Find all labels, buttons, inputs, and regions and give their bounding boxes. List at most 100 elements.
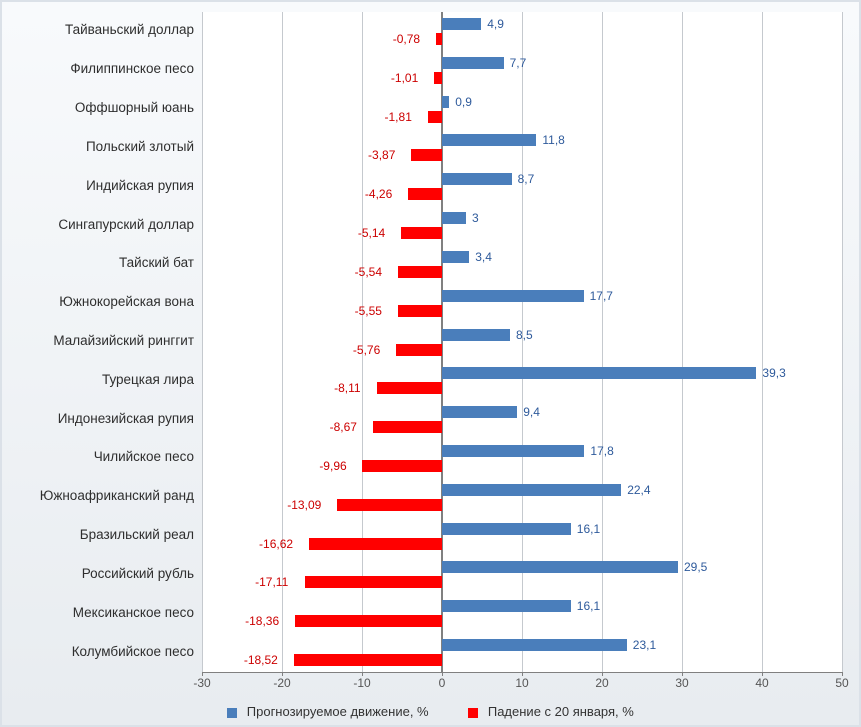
drop-value: -18,52 [244,653,278,667]
forecast-value: 3,4 [475,250,492,264]
drop-value: -18,36 [245,614,279,628]
forecast-value: 29,5 [684,560,707,574]
x-tick-label: 20 [595,676,608,690]
forecast-value: 22,4 [627,483,650,497]
category-label: Малайзийский ринггит [4,333,194,348]
forecast-value: 8,7 [518,172,535,186]
drop-value: -17,11 [255,575,288,589]
drop-bar [309,538,442,550]
drop-value: -0,78 [393,32,420,46]
drop-bar [411,149,442,161]
forecast-value: 8,5 [516,328,533,342]
drop-value: -5,55 [355,304,382,318]
x-tick-label: 30 [675,676,688,690]
forecast-bar [442,290,584,302]
category-label: Индийская рупия [4,178,194,193]
drop-bar [294,654,442,666]
drop-value: -1,01 [391,71,418,85]
drop-bar [436,33,442,45]
forecast-value: 23,1 [633,638,656,652]
drop-value: -1,81 [385,110,412,124]
forecast-bar [442,639,627,651]
category-label: Бразильский реал [4,527,194,542]
drop-bar [401,227,442,239]
forecast-bar [442,251,469,263]
drop-bar [396,344,442,356]
gridline [282,12,283,672]
forecast-bar [442,212,466,224]
forecast-bar [442,445,584,457]
category-label: Филиппинское песо [4,61,194,76]
drop-bar [373,421,442,433]
forecast-bar [442,406,517,418]
category-label: Российский рубль [4,566,194,581]
category-label: Польский злотый [4,139,194,154]
category-label: Южноафриканский ранд [4,488,194,503]
drop-value: -13,09 [287,498,321,512]
forecast-bar [442,523,571,535]
category-label: Колумбийское песо [4,644,194,659]
forecast-bar [442,173,512,185]
forecast-bar [442,561,678,573]
x-tick-label: 50 [835,676,848,690]
drop-value: -16,62 [259,537,293,551]
x-tick-label: 0 [439,676,446,690]
drop-value: -8,67 [330,420,357,434]
forecast-bar [442,367,756,379]
forecast-bar [442,18,481,30]
legend-label-forecast: Прогнозируемое движение, % [247,704,429,719]
drop-bar [305,576,442,588]
forecast-bar [442,329,510,341]
drop-bar [362,460,442,472]
x-tick-label: -30 [193,676,210,690]
category-label: Тайваньский доллар [4,22,194,37]
drop-value: -4,26 [365,187,392,201]
drop-bar [377,382,442,394]
drop-bar [434,72,442,84]
forecast-value: 16,1 [577,522,600,536]
forecast-bar [442,96,449,108]
drop-value: -5,54 [355,265,382,279]
forecast-bar [442,484,621,496]
legend-item-forecast: Прогнозируемое движение, % [227,704,428,719]
forecast-value: 9,4 [523,405,540,419]
category-label: Сингапурский доллар [4,217,194,232]
category-label: Оффшорный юань [4,100,194,115]
forecast-value: 0,9 [455,95,472,109]
category-label: Тайский бат [4,255,194,270]
drop-bar [408,188,442,200]
x-tick-label: 40 [755,676,768,690]
forecast-value: 3 [472,211,479,225]
legend-swatch-drop [468,708,478,718]
legend-item-drop: Падение с 20 января, % [468,704,634,719]
category-label: Южнокорейская вона [4,294,194,309]
category-label: Турецкая лира [4,372,194,387]
gridline [842,12,843,672]
drop-value: -5,14 [358,226,385,240]
drop-value: -5,76 [353,343,380,357]
forecast-value: 16,1 [577,599,600,613]
drop-bar [337,499,442,511]
gridline [762,12,763,672]
drop-bar [398,305,442,317]
drop-value: -8,11 [334,381,360,395]
currency-bar-chart: Прогнозируемое движение, % Падение с 20 … [0,0,861,727]
drop-value: -3,87 [368,148,395,162]
drop-bar [398,266,442,278]
forecast-bar [442,134,536,146]
drop-value: -9,96 [319,459,346,473]
category-label: Мексиканское песо [4,605,194,620]
x-tick-label: -10 [353,676,370,690]
category-label: Чилийское песо [4,449,194,464]
forecast-value: 17,7 [590,289,613,303]
forecast-value: 17,8 [590,444,613,458]
forecast-value: 11,8 [542,133,564,147]
forecast-bar [442,600,571,612]
drop-bar [428,111,442,123]
forecast-value: 39,3 [762,366,785,380]
x-tick-label: 10 [515,676,528,690]
forecast-value: 4,9 [487,17,504,31]
drop-bar [295,615,442,627]
forecast-value: 7,7 [510,56,527,70]
forecast-bar [442,57,504,69]
